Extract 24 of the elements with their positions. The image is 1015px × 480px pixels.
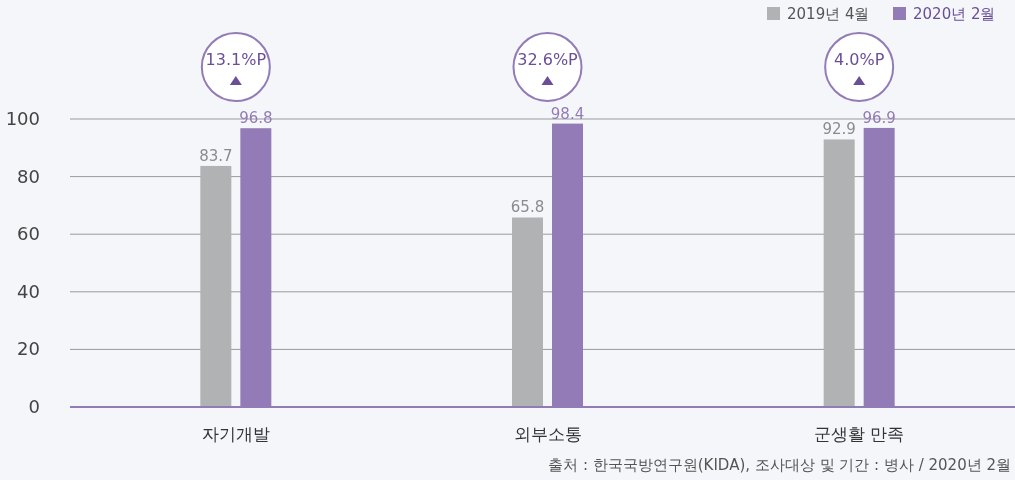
text: 4.0%P: [834, 50, 885, 69]
x-tick-label: 외부소통: [513, 424, 582, 444]
data-label: 98.4: [550, 104, 585, 123]
y-tick-label: 100: [5, 108, 40, 129]
legend-label: 2020년 2월: [913, 5, 996, 23]
y-tick-label: 60: [17, 223, 40, 245]
text: 32.6%P: [517, 50, 579, 69]
data-label: 65.8: [510, 198, 545, 217]
data-label: 83.7: [199, 146, 233, 165]
data-label: 96.9: [862, 108, 896, 127]
data-label: 96.8: [239, 109, 273, 128]
data-label: 92.9: [822, 120, 856, 139]
y-tick-label: 80: [17, 165, 40, 187]
x-tick-label: 자기개발: [201, 424, 270, 444]
x-tick-label: 군생활 만족: [813, 424, 905, 444]
y-tick-label: 20: [17, 338, 40, 360]
source-note: 출처 : 한국국방연구원(KIDA), 조사대상 및 기간 : 병사 / 2020년 2월: [548, 456, 1011, 474]
bar: [200, 165, 232, 407]
y-tick-label: 40: [17, 280, 40, 302]
legend-label: 2019년 4월: [787, 5, 870, 23]
text: 13.1%P: [205, 50, 267, 69]
bar: [823, 139, 855, 407]
bar: [512, 217, 543, 407]
y-tick-label: 0: [28, 396, 40, 417]
